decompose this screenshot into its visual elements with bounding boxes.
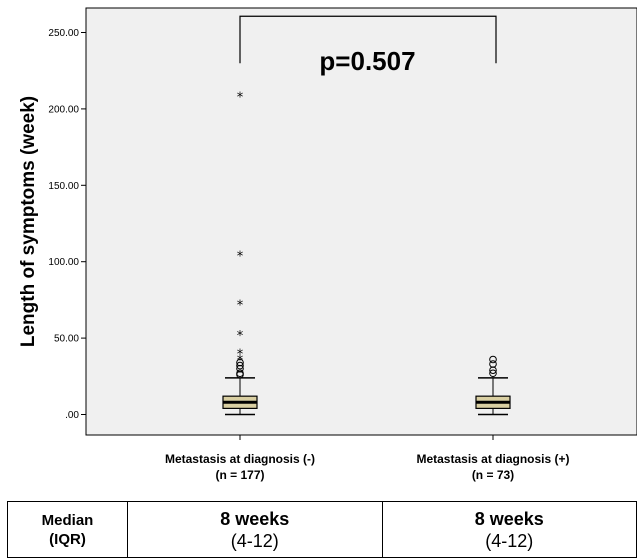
median-row-header: Median (IQR) (7, 501, 128, 558)
iqr-header-label: (IQR) (49, 530, 86, 548)
extreme-point: * (237, 91, 244, 106)
significance-annotation: p=0.507 (239, 15, 497, 76)
iqr-value: (4-12) (230, 530, 279, 551)
outlier-point (489, 355, 497, 364)
x-axis: Metastasis at diagnosis (-) (n = 177) Meta… (165, 435, 570, 482)
extreme-point: * (237, 353, 244, 368)
outlier-point (236, 369, 244, 378)
outlier-point (489, 360, 497, 368)
y-axis: .00 50.00 100.00 150.00 200.00 250.00 (48, 28, 86, 421)
median-header-label: Median (41, 511, 94, 529)
median-value: 8 weeks (220, 508, 290, 529)
median-value: 8 weeks (474, 508, 544, 529)
boxplot-chart: .00 50.00 100.00 150.00 200.00 250.00 Metasta… (18, 7, 637, 482)
y-tick-label: 50.00 (54, 334, 79, 345)
extreme-point: * (237, 329, 244, 344)
outlier-point (489, 369, 497, 378)
y-axis-title: Length of symptoms (week) (18, 96, 39, 347)
x-category-label: Metastasis at diagnosis (+) (416, 452, 569, 466)
significance-bracket (239, 15, 497, 64)
extreme-point: * (237, 250, 244, 265)
median-cell-metastasis-negative: 8 weeks (4-12) (127, 501, 383, 558)
box-series: ****** (222, 91, 511, 416)
outlier-point (236, 361, 244, 370)
outlier-point (236, 358, 244, 367)
x-category-n-label: (n = 177) (215, 468, 264, 482)
y-tick-label: .00 (65, 410, 79, 421)
p-value-label: p=0.507 (319, 46, 415, 76)
x-category-n-label: (n = 73) (472, 468, 514, 482)
y-tick-label: 150.00 (48, 181, 79, 192)
extreme-point: * (237, 298, 244, 313)
plot-area (85, 7, 637, 436)
median-table: Median (IQR) 8 weeks (4-12) 8 weeks (4-1… (7, 501, 637, 558)
iqr-value: (4-12) (485, 530, 534, 551)
x-category-label: Metastasis at diagnosis (-) (165, 452, 315, 466)
box-plot: ****** (222, 91, 258, 416)
y-tick-label: 250.00 (48, 28, 79, 39)
y-tick-label: 100.00 (48, 257, 79, 268)
y-tick-label: 200.00 (48, 104, 79, 115)
box-plot (475, 355, 511, 416)
median-table-row: Median (IQR) 8 weeks (4-12) 8 weeks (4-1… (7, 501, 637, 558)
extreme-point: * (237, 347, 244, 362)
median-cell-metastasis-positive: 8 weeks (4-12) (381, 501, 637, 558)
